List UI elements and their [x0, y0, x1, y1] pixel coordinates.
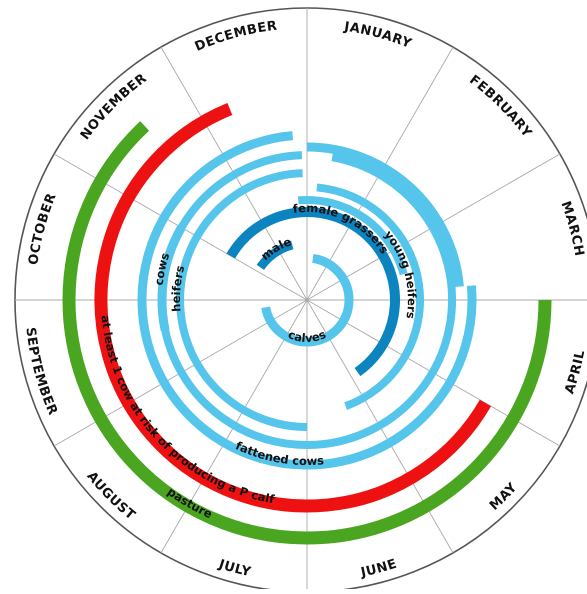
- heifers-label: heifers: [169, 264, 187, 312]
- fattened-cows-band: [137, 131, 477, 470]
- month-label-april: APRIL: [562, 349, 587, 396]
- cows-band: [157, 225, 186, 332]
- male-band: [256, 240, 294, 271]
- fattened-spiral-2: [158, 151, 457, 449]
- month-label-december: DECEMBER: [193, 19, 279, 55]
- month-label-march: MARCH: [557, 199, 586, 257]
- female-grassers-band: [226, 207, 400, 377]
- activity-bands: [62, 102, 552, 545]
- calves-label: calves: [286, 327, 328, 345]
- month-label-february: FEBRUARY: [466, 73, 534, 141]
- month-label-june: JUNE: [359, 557, 399, 581]
- fattened-cows-band-outer: [306, 142, 464, 288]
- month-label-september: SEPTEMBER: [22, 327, 60, 418]
- spiral-inner-band: [297, 196, 408, 276]
- calves-band: [261, 253, 354, 347]
- risk-band: [94, 102, 492, 513]
- month-label-may: MAY: [487, 480, 521, 514]
- pasture-band: [62, 121, 552, 545]
- heifers-inner-band: [316, 183, 424, 410]
- month-label-july: JULY: [216, 557, 253, 580]
- heifers-band: [176, 169, 308, 431]
